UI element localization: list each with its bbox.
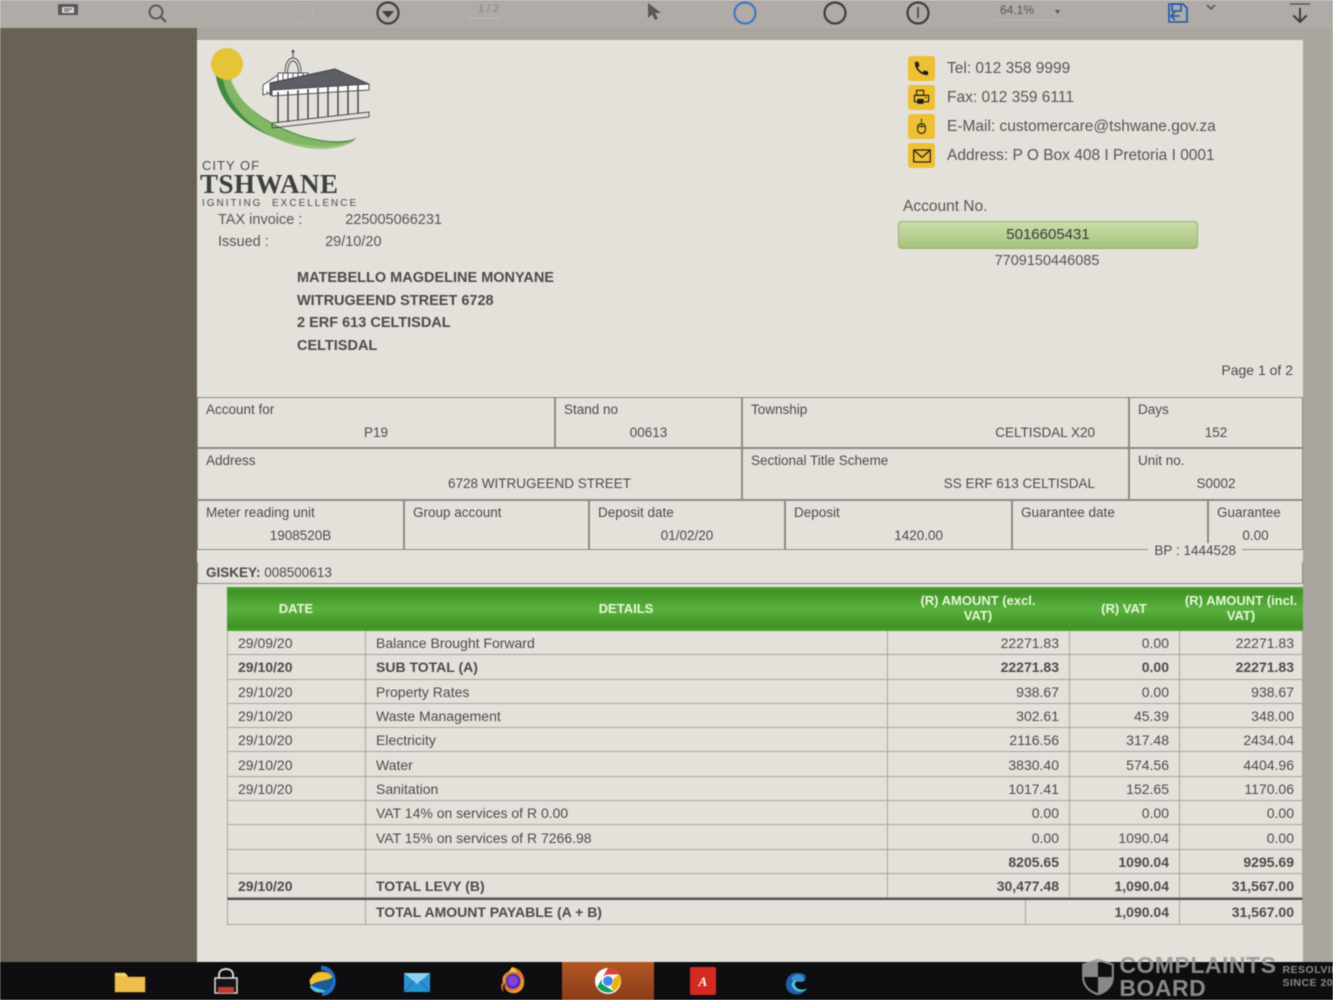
svg-text:A: A [698,974,708,989]
svg-text:i: i [302,9,304,20]
svg-text:/ 2: / 2 [487,3,499,15]
svg-text:1: 1 [478,3,484,15]
svg-text:64.1%: 64.1% [1000,3,1034,17]
